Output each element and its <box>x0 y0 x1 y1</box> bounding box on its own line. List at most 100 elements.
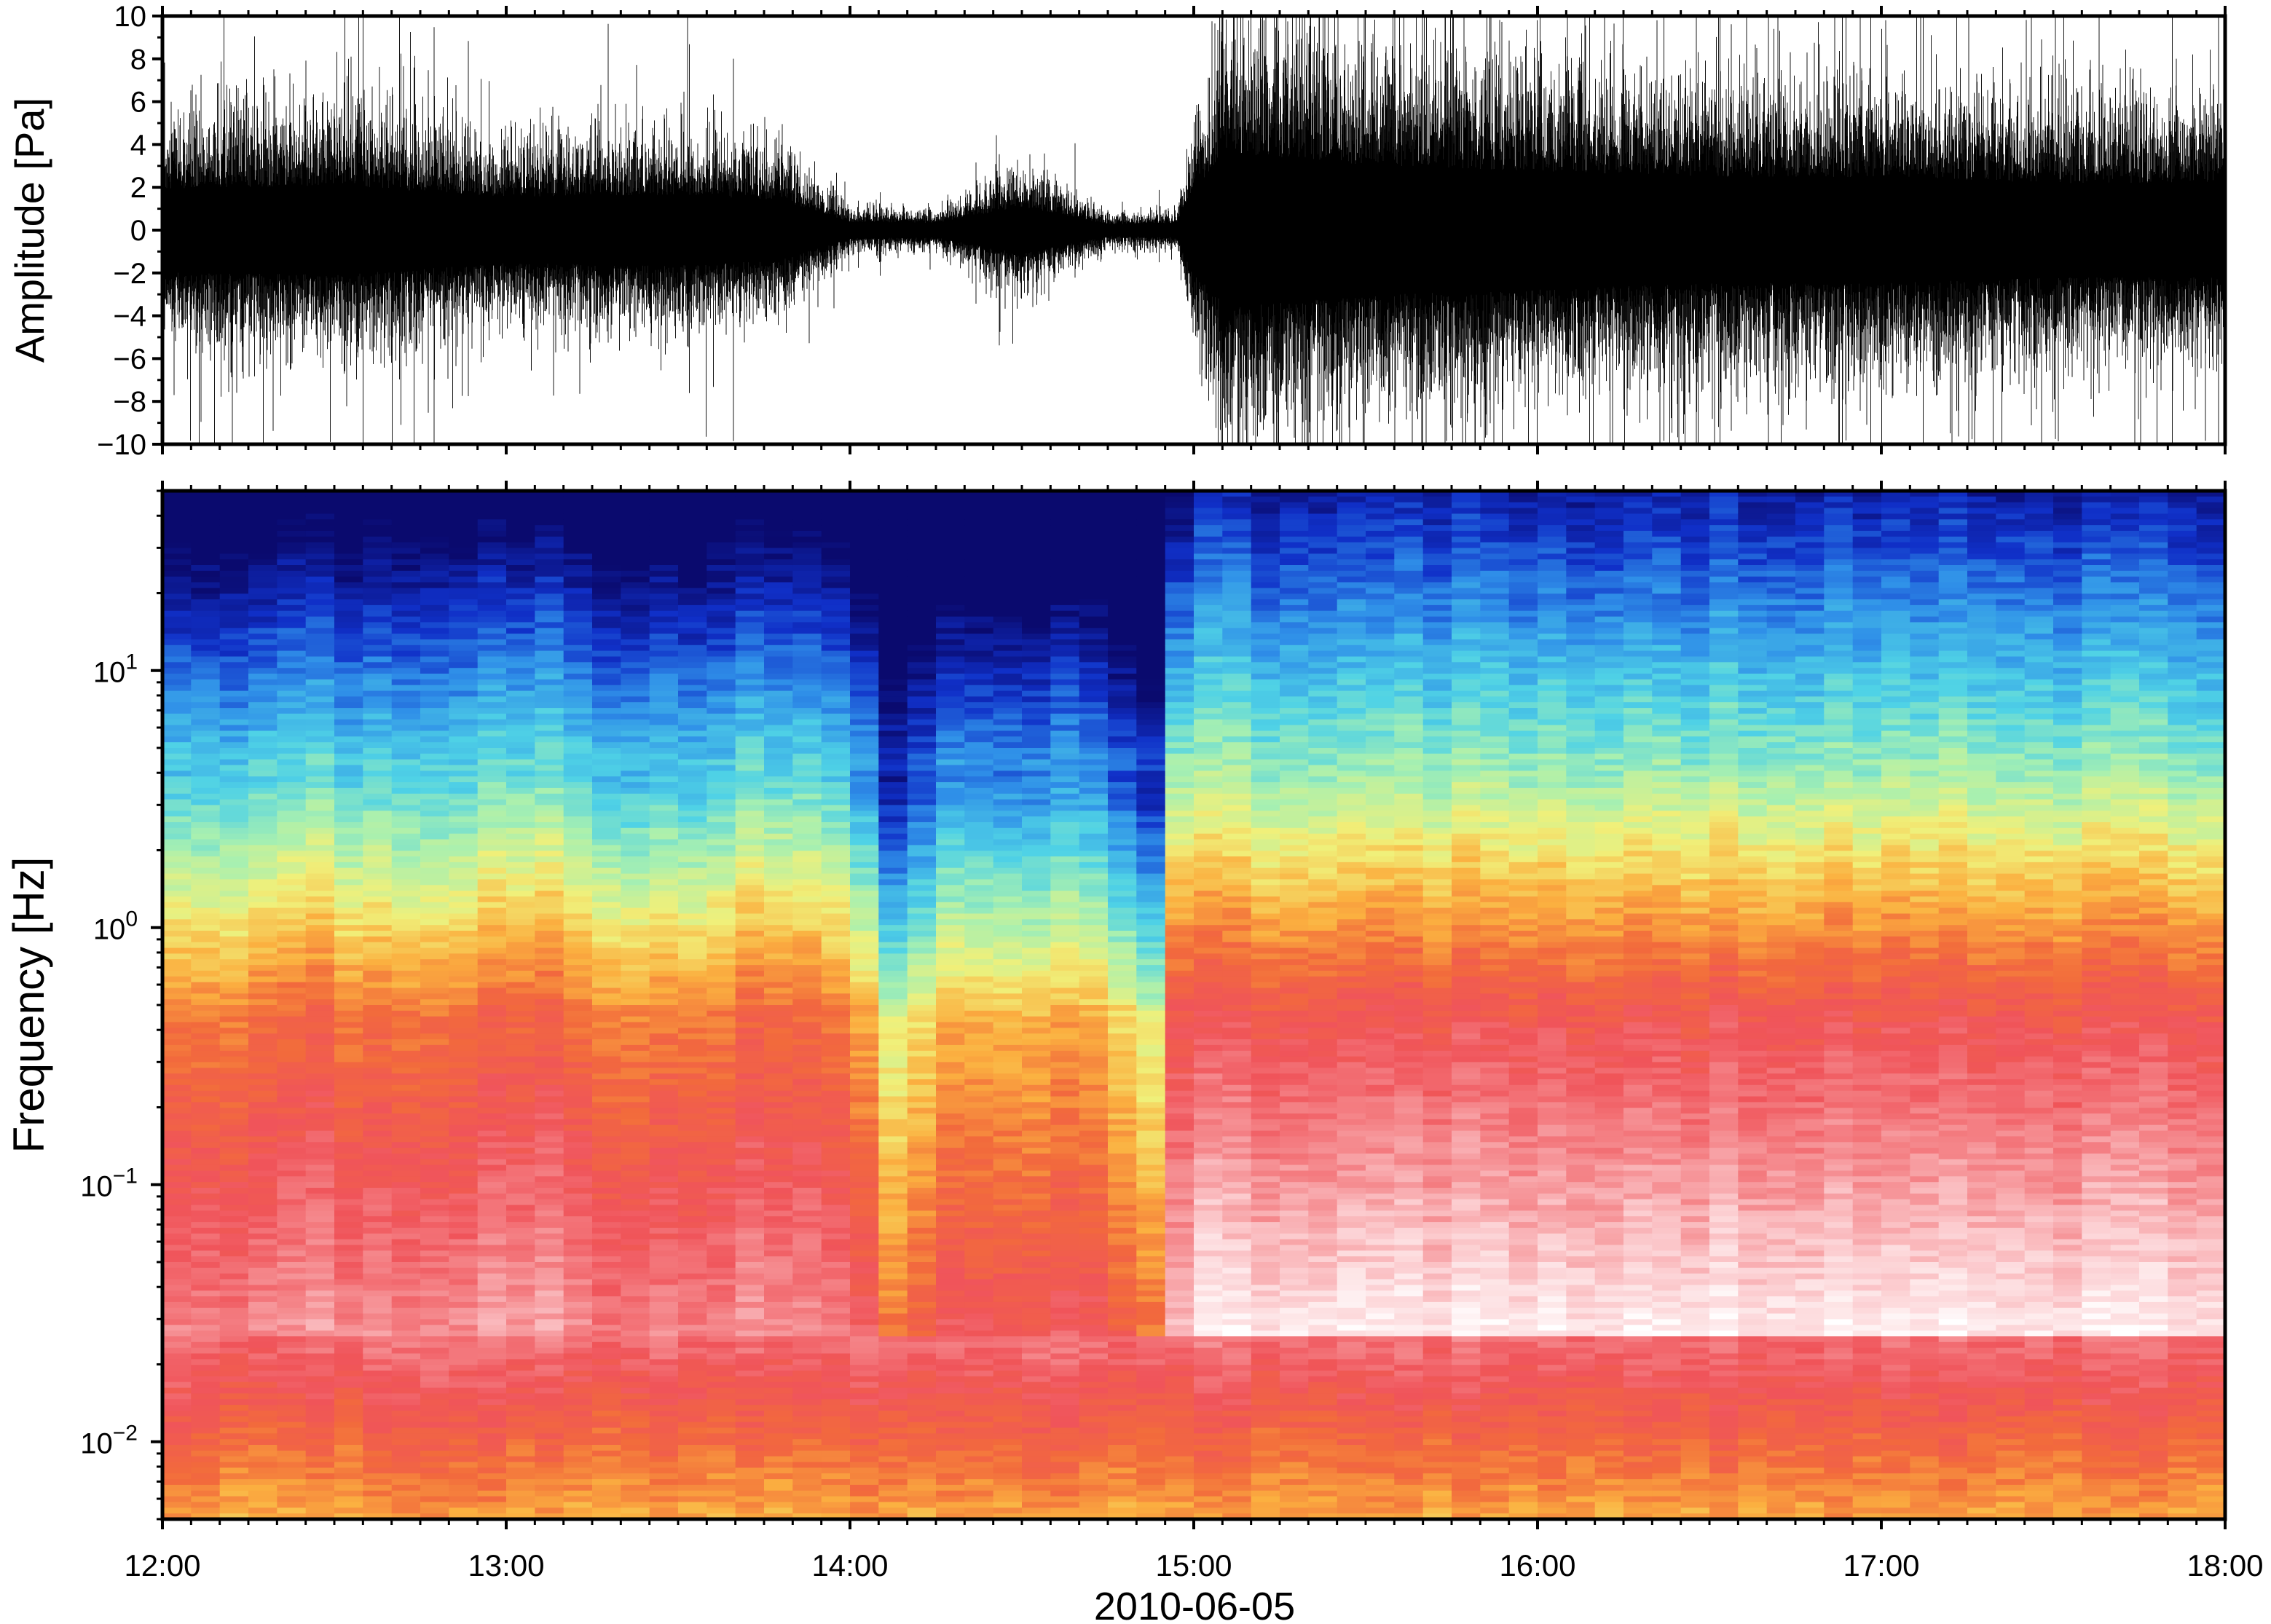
spectrogram-cell <box>334 879 363 886</box>
spectrogram-cell <box>563 1216 593 1223</box>
spectrogram-cell <box>420 1159 449 1166</box>
spectrogram-cell <box>850 982 879 988</box>
spectrogram-cell <box>764 1250 793 1257</box>
spectrogram-cell <box>363 947 393 954</box>
spectrogram-cell <box>649 1290 679 1297</box>
spectrogram-cell <box>391 1467 421 1474</box>
spectrogram-cell <box>219 770 249 777</box>
spectrogram-cell <box>649 907 679 914</box>
spectrogram-cell <box>563 1290 593 1297</box>
spectrogram-cell <box>506 1222 535 1229</box>
spectrogram-cell <box>821 1484 851 1491</box>
spectrogram-cell <box>878 1170 908 1177</box>
spectrogram-cell <box>391 839 421 845</box>
spectrogram-cell <box>649 508 679 514</box>
spectrogram-cell <box>764 799 793 805</box>
spectrogram-cell <box>162 1159 192 1166</box>
spectrogram-cell <box>678 576 707 583</box>
spectrogram-cell <box>535 1227 564 1234</box>
spectrogram-cell <box>277 1502 307 1508</box>
spectrogram-cell <box>621 508 650 514</box>
spectrogram-cell <box>305 953 335 960</box>
spectrogram-cell <box>219 1507 249 1514</box>
spectrogram-cell <box>248 845 278 851</box>
spectrogram-cell <box>334 1142 363 1148</box>
spectrogram-cell <box>363 993 393 1000</box>
spectrogram-cell <box>821 793 851 800</box>
spectrogram-cell <box>649 1039 679 1046</box>
spectrogram-cell <box>506 1347 535 1355</box>
spectrogram-cell <box>334 1164 363 1171</box>
spectrogram-cell <box>277 628 307 634</box>
spectrogram-cell <box>878 1371 908 1377</box>
spectrogram-cell <box>391 1479 421 1486</box>
spectrogram-cell <box>764 1473 793 1480</box>
spectrogram-cell <box>391 913 421 920</box>
spectrogram-cell <box>792 759 822 766</box>
spectrogram-cell <box>191 656 221 663</box>
spectrogram-cell <box>506 867 535 875</box>
spectrogram-cell <box>219 896 249 903</box>
spectrogram-cell <box>420 1433 449 1440</box>
spectrogram-cell <box>621 599 650 606</box>
spectrogram-cell <box>878 839 908 845</box>
spectrogram-cell <box>821 902 851 909</box>
spectrogram-cell <box>535 634 564 640</box>
spectrogram-cell <box>277 1073 307 1080</box>
spectrogram-cell <box>449 570 479 578</box>
spectrogram-cell <box>850 925 879 931</box>
spectrogram-cell <box>191 736 221 743</box>
spectrogram-cell <box>707 542 736 548</box>
spectrogram-cell <box>649 553 679 560</box>
spectrogram-cell <box>563 1170 593 1177</box>
spectrogram-cell <box>792 508 822 514</box>
spectrogram-cell <box>850 599 879 606</box>
spectrogram-cell <box>420 753 449 760</box>
spectrogram-cell <box>678 1108 707 1114</box>
spectrogram-cell <box>707 1170 736 1177</box>
spectrogram-cell <box>878 650 908 657</box>
spectrogram-cell <box>305 1416 335 1423</box>
spectrogram-cell <box>678 947 707 954</box>
spectrogram-cell <box>850 1182 879 1189</box>
spectrogram-cell <box>162 1484 192 1491</box>
spectrogram-cell <box>420 1371 449 1377</box>
spectrogram-cell <box>391 748 421 754</box>
spectrogram-cell <box>764 1044 793 1052</box>
spectrogram-cell <box>621 513 650 520</box>
spectrogram-cell <box>162 759 192 766</box>
spectrogram-cell <box>391 650 421 657</box>
spectrogram-cell <box>219 1182 249 1189</box>
spectrogram-cell <box>391 1205 421 1211</box>
spectrogram-cell <box>506 907 535 914</box>
spectrogram-cell <box>248 1285 278 1291</box>
spectrogram-cell <box>334 919 363 926</box>
spectrogram-cell <box>449 1479 479 1486</box>
spectrogram-cell <box>420 827 449 835</box>
spectrogram-cell <box>850 856 879 863</box>
spectrogram-cell <box>563 1096 593 1103</box>
spectrogram-cell <box>850 770 879 777</box>
spectrogram-cell <box>477 1113 507 1120</box>
spectrogram-cell <box>363 1273 393 1280</box>
spectrogram-cell <box>449 839 479 845</box>
spectrogram-cell <box>678 1462 707 1468</box>
spectrogram-cell <box>162 679 192 686</box>
spectrogram-cell <box>878 856 908 863</box>
spectrogram-cell <box>764 1164 793 1171</box>
spectrogram-cell <box>592 525 621 532</box>
spectrogram-cell <box>792 1467 822 1474</box>
spectrogram-cell <box>792 885 822 891</box>
spectrogram-cell <box>305 1033 335 1040</box>
spectrogram-cell <box>248 1479 278 1486</box>
spectrogram-cell <box>821 1347 851 1355</box>
spectrogram-cell <box>707 907 736 914</box>
spectrogram-cell <box>735 696 765 703</box>
spectrogram-cell <box>477 1336 507 1343</box>
spectrogram-cell <box>821 1239 851 1245</box>
spectrogram-cell <box>277 1164 307 1171</box>
spectrogram-cell <box>219 1262 249 1269</box>
spectrogram-cell <box>792 610 822 618</box>
spectrogram-cell <box>162 1102 192 1108</box>
spectrogram-cell <box>420 1164 449 1171</box>
